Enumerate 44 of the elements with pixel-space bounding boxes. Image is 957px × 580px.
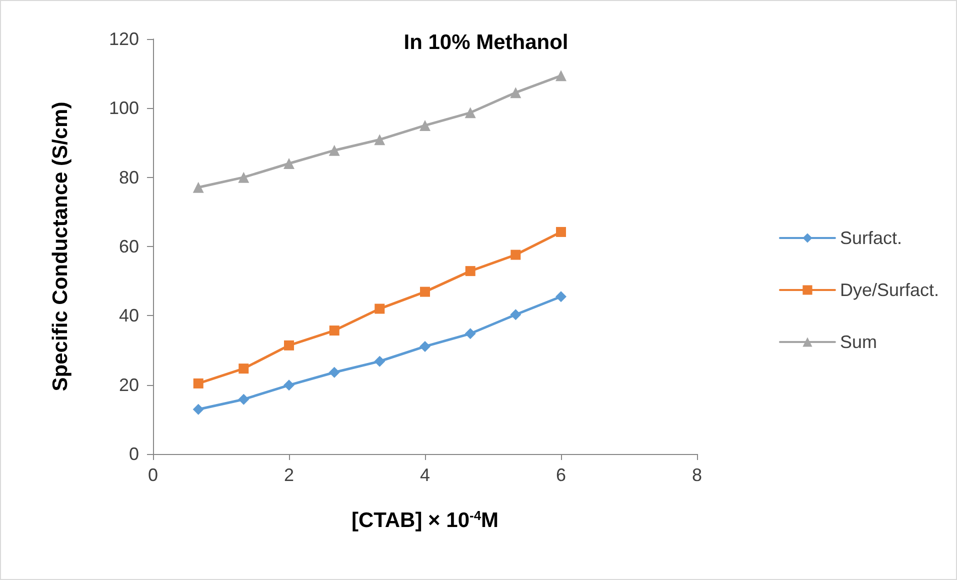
point [510,87,522,98]
point [420,340,430,352]
point [374,134,386,146]
x-tick-label: 0 [148,465,158,485]
point [510,250,521,260]
point [328,366,340,378]
y-axis-title: Specific Conductance (S/cm) [49,102,72,392]
point [284,158,294,169]
point [284,380,294,391]
point [238,364,249,374]
point [464,107,476,118]
x-tick-label: 6 [556,465,566,485]
x-tick-label: 2 [284,465,294,485]
point [510,309,522,320]
point [420,120,430,131]
legend-label: Surfact. [840,228,902,248]
point [374,356,386,367]
y-tick-label: 100 [108,98,139,118]
y-tick-label: 20 [118,374,139,395]
point [465,266,476,276]
x-tick-label: 8 [692,465,702,485]
point [193,378,204,388]
point [284,340,294,350]
legend-label: Dye/Surfact. [840,280,940,300]
y-tick-label: 120 [108,29,139,49]
point [420,286,430,297]
chart-title: In 10% Methanol [404,31,568,54]
y-tick-label: 60 [118,236,139,256]
point [329,326,340,336]
x-tick-label: 4 [420,465,430,485]
y-tick-label: 80 [118,167,139,188]
y-tick-label: 40 [118,306,139,326]
point [238,172,250,183]
point [238,394,250,405]
legend-label: Sum [840,332,877,352]
y-tick-label: 0 [128,444,139,464]
point [556,291,566,302]
point [464,328,476,340]
point [328,144,340,156]
point [556,226,566,237]
point [192,404,204,415]
point [556,70,566,82]
point [192,182,204,193]
point [374,304,385,314]
